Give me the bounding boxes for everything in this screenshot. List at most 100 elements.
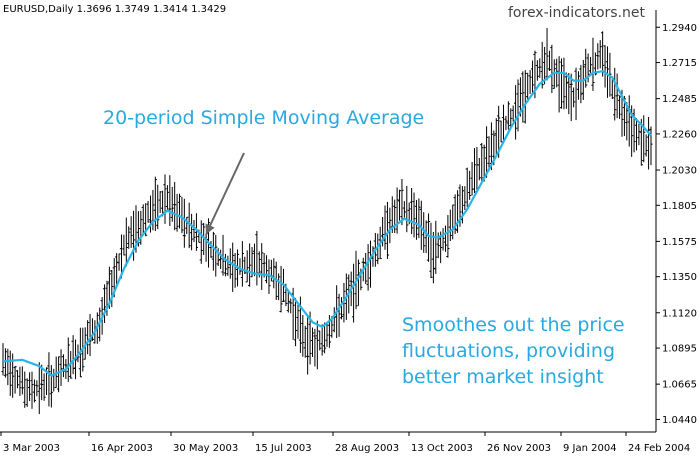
ohlc-bar (596, 43, 600, 70)
ohlc-bar (388, 207, 392, 244)
ohlc-bar (412, 192, 416, 238)
ohlc-bar (211, 231, 215, 271)
ohlc-bar (293, 297, 298, 347)
y-tick-label: 1.2030 (662, 166, 697, 177)
ohlc-bar (32, 379, 37, 403)
ohlc-bar (511, 105, 515, 122)
y-tick-label: 1.2485 (662, 94, 697, 105)
ohlc-bar (296, 302, 300, 339)
ohlc-bar (57, 356, 61, 393)
ohlc-bar (601, 31, 605, 77)
ohlc-bar (356, 259, 361, 306)
ohlc-bar (264, 255, 269, 284)
ohlc-bar (52, 368, 56, 392)
y-tick-label: 1.1805 (662, 201, 697, 212)
ohlc-bar (431, 231, 435, 284)
ohlc-bar (146, 200, 150, 223)
ohlc-bar (559, 58, 564, 109)
ohlc-bar (463, 186, 467, 210)
ohlc-bar (240, 241, 244, 287)
ohlc-bar (569, 73, 573, 122)
ohlc-bar (153, 176, 157, 232)
ohlc-bar (339, 297, 344, 320)
ohlc-bar (6, 348, 10, 386)
ohlc-bar (538, 58, 542, 78)
ohlc-bar (255, 230, 259, 286)
ohlc-bar (613, 67, 617, 121)
ohlc-bar (313, 328, 317, 367)
ohlc-bar (625, 102, 629, 141)
ohlc-bar (231, 242, 235, 292)
ohlc-bar (402, 201, 406, 218)
ohlc-bar (504, 115, 508, 131)
ohlc-bar (605, 46, 610, 98)
ohlc-bar (221, 234, 225, 276)
insight-line-3: better market insight (402, 366, 604, 388)
ohlc-bar (37, 362, 41, 415)
ohlc-bar (124, 217, 128, 267)
ohlc-bar (337, 293, 341, 337)
ohlc-bar (470, 162, 474, 196)
ohlc-bar (574, 67, 578, 121)
x-tick-label: 24 Feb 2004 (628, 443, 690, 454)
ohlc-bar (523, 70, 527, 124)
ohlc-bar (562, 57, 566, 110)
ohlc-bar (102, 284, 107, 323)
ohlc-bar (170, 186, 174, 222)
y-tick-label: 1.0440 (662, 415, 697, 426)
ohlc-bar (322, 322, 327, 354)
ohlc-bar (252, 243, 257, 277)
ohlc-bar (550, 44, 554, 94)
ohlc-bar (245, 250, 249, 283)
insight-line-1: Smoothes out the price (402, 314, 625, 336)
ohlc-bar (163, 174, 167, 224)
ohlc-bar (545, 28, 549, 81)
x-tick-label: 16 Apr 2003 (91, 443, 153, 454)
x-tick-label: 9 Jan 2004 (563, 443, 617, 454)
ohlc-bar (122, 234, 126, 256)
ohlc-bar (233, 253, 237, 288)
ohlc-bar (637, 123, 641, 146)
ohlc-bar (410, 188, 414, 235)
ohlc-bar (88, 313, 92, 357)
ohlc-bar (177, 193, 182, 229)
ohlc-bar (226, 255, 230, 276)
y-axis-ticks: 1.2940 1.2715 1.2485 1.2260 1.2030 1.1805 1.15… (656, 23, 697, 426)
ohlc-bar (325, 322, 329, 347)
ohlc-bar (400, 178, 404, 226)
ohlc-bar (615, 73, 619, 119)
ohlc-bar (475, 146, 479, 193)
ohlc-bar (260, 243, 264, 290)
x-tick-label: 26 Nov 2003 (487, 443, 551, 454)
ohlc-bar (509, 108, 513, 129)
ohlc-bar (3, 348, 8, 378)
ohlc-bar (86, 320, 90, 355)
ohlc-bar (521, 71, 525, 123)
ohlc-bar (579, 64, 583, 104)
ohlc-bar (639, 118, 643, 166)
ohlc-bar (547, 50, 552, 71)
y-tick-label: 1.1575 (662, 237, 697, 248)
ohlc-bar (395, 187, 399, 234)
ohlc-bar (168, 175, 172, 226)
ohlc-bar (13, 365, 17, 394)
x-tick-label: 30 May 2003 (173, 443, 238, 454)
sma-annotation: 20-period Simple Moving Average (103, 107, 424, 129)
ohlc-bar (480, 142, 484, 184)
ohlc-bar (272, 258, 276, 289)
ohlc-bar (279, 265, 283, 313)
ohlc-bar (576, 71, 581, 100)
y-tick-label: 1.2260 (662, 129, 697, 140)
ohlc-bar (189, 213, 194, 251)
ohlc-bar (417, 198, 421, 239)
ohlc-bar (61, 354, 66, 378)
ohlc-bar (286, 289, 290, 313)
ohlc-bar (199, 220, 203, 264)
ohlc-bar (306, 316, 310, 375)
ohlc-bar (248, 243, 252, 287)
ohlc-bar (588, 56, 593, 74)
ohlc-bar (530, 60, 535, 94)
ohlc-bar (366, 244, 370, 291)
